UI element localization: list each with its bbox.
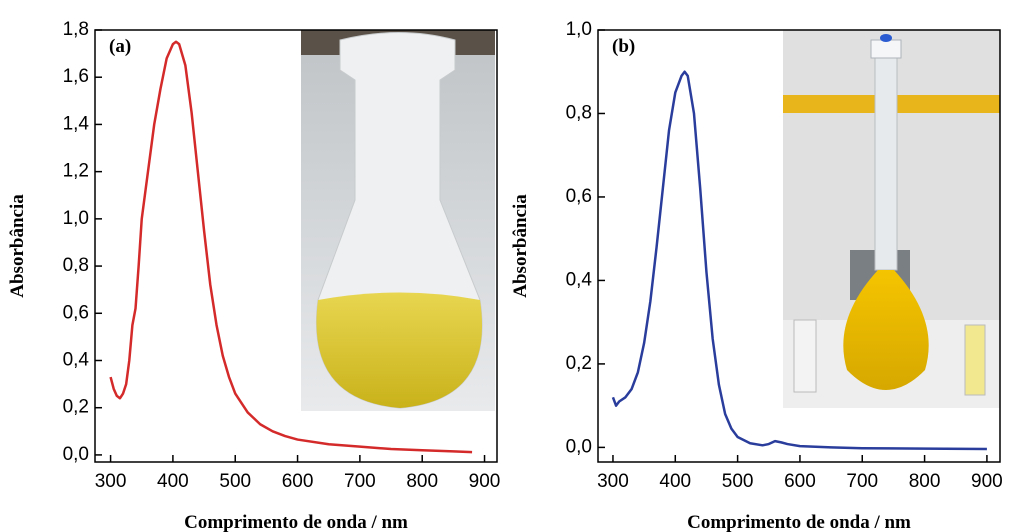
y-tick-label: 0,8 <box>566 102 592 123</box>
y-axis-label: Absorbância <box>510 194 531 298</box>
x-tick-label: 700 <box>846 471 878 492</box>
y-tick-label: 0,2 <box>566 353 592 374</box>
x-axis-label: Comprimento de onda / nm <box>184 512 408 532</box>
x-tick-label: 400 <box>157 471 189 492</box>
x-tick-label: 900 <box>469 471 501 492</box>
y-tick-label: 1,0 <box>63 208 89 229</box>
plot-frame <box>597 29 1001 463</box>
x-tick-label: 500 <box>722 471 754 492</box>
y-tick-label: 1,4 <box>63 113 90 134</box>
x-tick-label: 500 <box>219 471 251 492</box>
y-axis-label: Absorbância <box>7 194 28 298</box>
y-tick-label: 0,6 <box>566 186 592 207</box>
chart-overlay: 0,0 0,2 0,4 0,6 0,8 1,0 300 400 500 600 700 800 900 C… <box>510 19 1003 532</box>
photo-volumetric-flask <box>783 30 1000 408</box>
x-tick-label: 700 <box>344 471 376 492</box>
x-tick-label: 400 <box>659 471 691 492</box>
y-tick-label: 1,6 <box>63 66 89 87</box>
y-tick-label: 0,4 <box>566 269 593 290</box>
y-tick-label: 0,6 <box>63 302 89 323</box>
x-tick-label: 300 <box>95 471 127 492</box>
panel-label: (b) <box>612 36 635 57</box>
y-tick-label: 1,8 <box>63 19 89 40</box>
x-tick-label: 600 <box>282 471 314 492</box>
x-tick-label: 600 <box>784 471 816 492</box>
photo-flask <box>301 30 495 411</box>
y-tick-label: 0,8 <box>63 255 89 276</box>
x-tick-label: 300 <box>597 471 629 492</box>
chart-overlay: 0,0 0,2 0,4 0,6 0,8 1,0 1,2 1,4 1,6 1,8 300 400 500 6… <box>7 19 500 532</box>
y-tick-label: 1,0 <box>566 19 592 40</box>
chart <box>109 40 473 454</box>
data-line <box>611 70 987 451</box>
chart <box>611 70 987 451</box>
y-tick-label: 0,2 <box>63 397 89 418</box>
x-tick-label: 800 <box>406 471 438 492</box>
x-axis-label: Comprimento de onda / nm <box>687 512 911 532</box>
data-line <box>109 40 473 454</box>
y-tick-label: 0,4 <box>63 350 90 371</box>
panel-label: (a) <box>109 36 131 57</box>
x-tick-label: 900 <box>971 471 1003 492</box>
y-tick-label: 1,2 <box>63 161 89 182</box>
x-tick-label: 800 <box>909 471 941 492</box>
plot-frame <box>94 29 498 463</box>
y-tick-label: 0,0 <box>566 436 592 457</box>
y-tick-label: 0,0 <box>63 444 89 465</box>
